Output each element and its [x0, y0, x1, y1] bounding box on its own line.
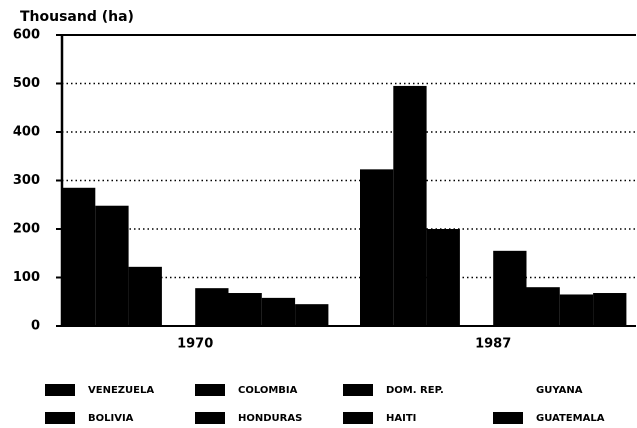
bar [493, 250, 527, 326]
bar [228, 293, 262, 326]
bar [95, 205, 129, 326]
legend-label: GUYANA [536, 385, 583, 396]
legend-swatch [45, 412, 75, 424]
bar [559, 294, 594, 326]
bar [128, 266, 162, 326]
legend-swatch [343, 384, 373, 396]
y-tick-label: 400 [13, 125, 40, 140]
legend-label: COLOMBIA [238, 385, 298, 396]
chart-title: Thousand (ha) [20, 9, 134, 25]
bar [195, 288, 229, 326]
bar [295, 304, 329, 326]
y-tick-label: 0 [31, 319, 40, 334]
legend-swatch [493, 412, 523, 424]
bar [526, 287, 560, 326]
x-tick-label: 1987 [475, 337, 511, 352]
legend-swatch [45, 384, 75, 396]
legend-swatch [343, 412, 373, 424]
bar [62, 187, 96, 326]
y-tick-label: 500 [13, 76, 40, 91]
legend-label: GUATEMALA [536, 413, 605, 424]
bar [261, 297, 296, 326]
legend-swatch [195, 412, 225, 424]
y-tick-label: 600 [13, 28, 40, 43]
y-tick-label: 200 [13, 222, 40, 237]
bar [426, 229, 460, 326]
bar [593, 293, 627, 326]
legend-label: VENEZUELA [88, 385, 154, 396]
legend-label: BOLIVIA [88, 413, 134, 424]
bar [393, 85, 427, 326]
bar [360, 169, 394, 326]
legend-label: HONDURAS [238, 413, 302, 424]
legend-swatch [493, 384, 523, 396]
legend-swatch [195, 384, 225, 396]
y-tick-label: 100 [13, 270, 40, 285]
x-tick-label: 1970 [177, 337, 213, 352]
legend-label: DOM. REP. [386, 385, 444, 396]
y-tick-label: 300 [13, 173, 40, 188]
legend-label: HAITI [386, 413, 416, 424]
